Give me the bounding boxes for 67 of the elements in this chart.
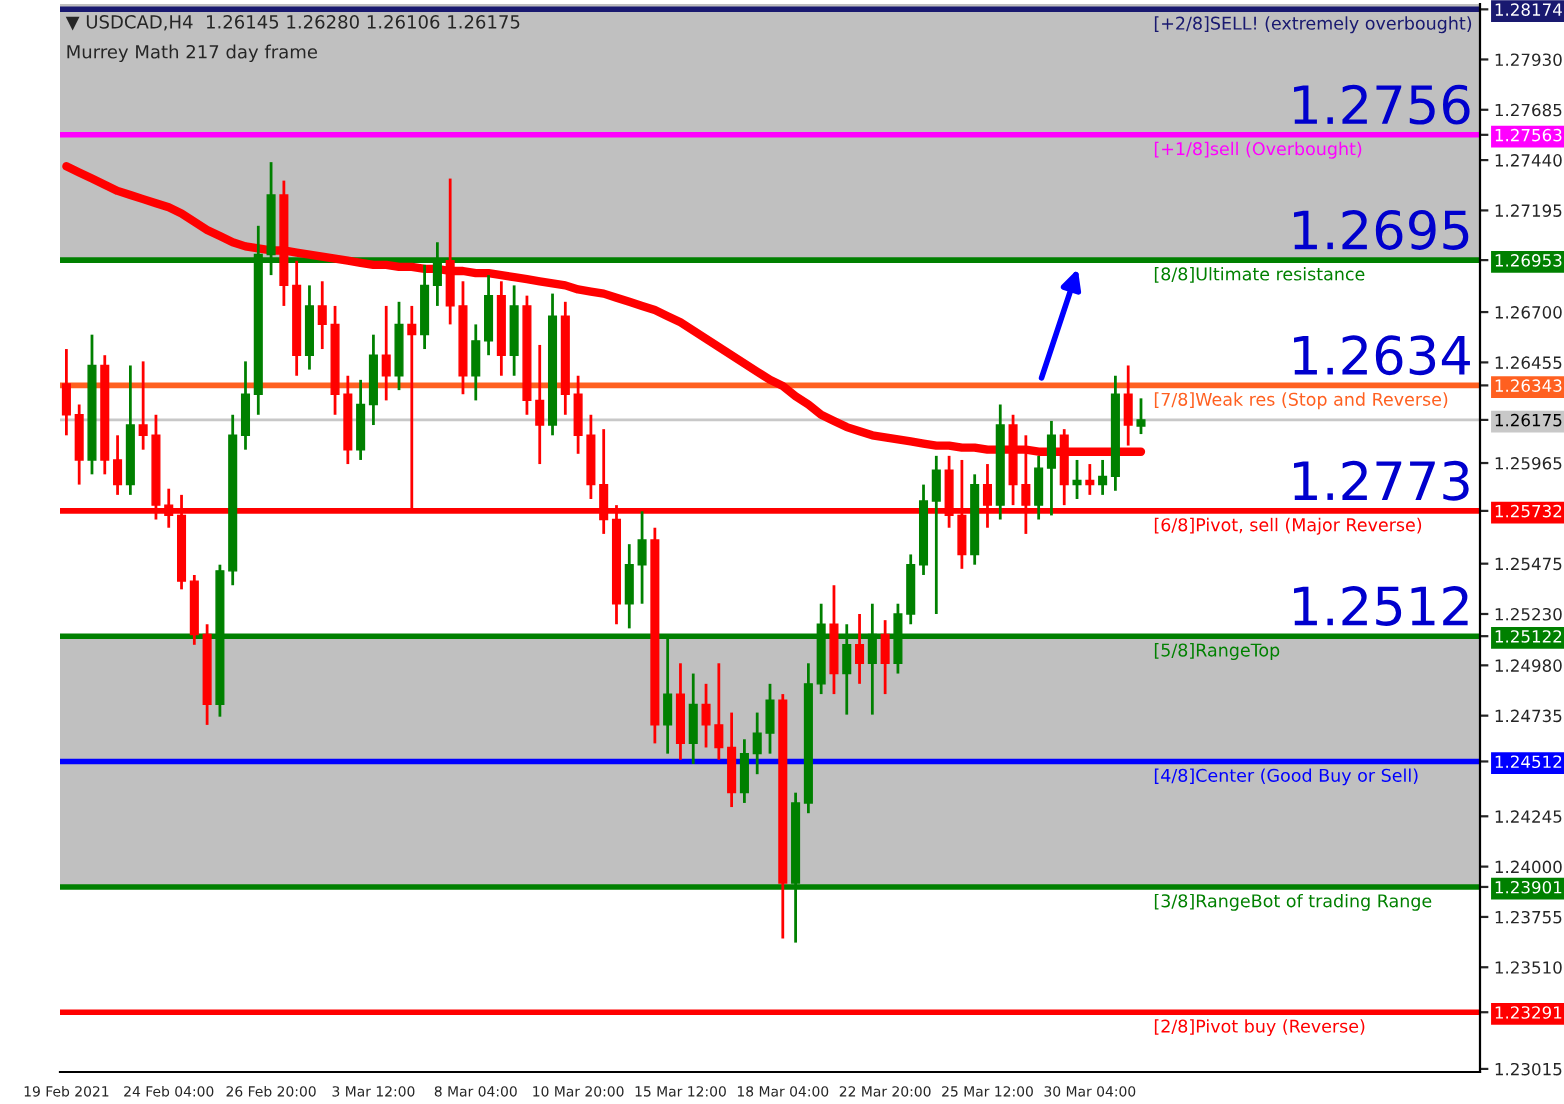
y-tick-label: 1.23510	[1495, 961, 1562, 974]
text: ▼ USDCAD,H4 1.26145 1.26280 1.26106 1.26175	[65, 15, 520, 31]
y-tick-label: 1.24512	[1495, 755, 1562, 769]
candlestick	[1046, 419, 1056, 517]
y-tick-label: 1.25122	[1495, 630, 1562, 643]
candlestick	[535, 343, 545, 466]
y-tick-label: 1.27685	[1495, 103, 1562, 117]
y-tick-label: 1.26455	[1495, 356, 1562, 369]
y-tick-label: 1.24000	[1495, 860, 1562, 874]
y-tick-label: 1.23015	[1495, 1062, 1562, 1076]
annotation: 1.2512	[1294, 586, 1468, 626]
candlestick	[240, 359, 251, 452]
candlestick	[1085, 462, 1095, 497]
y-tick-label: 1.27195	[1495, 204, 1562, 217]
ref-line-label: [4/8]Center (Good Buy or Sell)	[1154, 768, 1418, 786]
y-tick-label: 1.23755	[1495, 910, 1562, 924]
candlestick	[624, 542, 634, 630]
ref-line-label: [+2/8]SELL! (extremely overbought)	[1154, 16, 1472, 34]
text: Murrey Math 217 day frame	[67, 44, 317, 63]
y-tick-label: 1.24980	[1495, 659, 1562, 672]
annotation: 1.2634	[1294, 335, 1470, 376]
y-tick-label: 1.26343	[1495, 379, 1562, 392]
candlestick	[1034, 454, 1044, 521]
ref-line-label: [8/8]Ultimate resistance	[1154, 267, 1365, 283]
candlestick	[1123, 364, 1133, 447]
y-tick-label: 1.26175	[1495, 413, 1562, 427]
y-tick-label: 1.27930	[1495, 53, 1562, 67]
candlestick	[739, 737, 749, 805]
ref-line-label: [2/8]Pivot buy (Reverse)	[1154, 1019, 1365, 1037]
annotation: 1.2773	[1294, 460, 1469, 501]
candlestick	[727, 711, 737, 809]
annotation: 1.2756	[1294, 84, 1470, 125]
y-tick-label: 1.23291	[1495, 1006, 1562, 1019]
annotation: 1.2695	[1294, 209, 1469, 250]
candlestick	[931, 454, 941, 616]
y-tick-label: 1.27563	[1495, 128, 1562, 142]
candlestick	[471, 323, 481, 402]
candlestick	[61, 347, 71, 437]
candlestick	[637, 509, 647, 606]
y-tick-label: 1.26953	[1495, 254, 1562, 267]
ref-line-label: [3/8]RangeBot of trading Range	[1154, 893, 1432, 911]
candlestick	[113, 433, 123, 497]
candlestick	[1136, 396, 1146, 436]
y-tick-label: 1.28174	[1495, 3, 1562, 16]
candlestick	[381, 304, 391, 402]
ref-line-label: [+1/8]sell (Overbought)	[1154, 141, 1362, 159]
candlestick	[317, 279, 327, 351]
y-tick-label: 1.26700	[1495, 306, 1562, 319]
ref-line-label: [7/8]Weak res (Stop and Reverse)	[1154, 392, 1448, 410]
ref-line-label: [5/8]RangeTop	[1154, 643, 1280, 661]
y-tick-label: 1.27440	[1495, 154, 1562, 167]
candlestick	[74, 403, 84, 486]
candlestick	[855, 612, 865, 686]
candlestick	[484, 273, 494, 357]
candlestick	[880, 618, 890, 696]
candlestick	[356, 378, 366, 462]
ref-line-label: [6/8]Pivot, sell (Major Reverse)	[1154, 517, 1422, 535]
y-tick-label: 1.23901	[1495, 880, 1562, 894]
y-tick-label: 1.24735	[1495, 709, 1562, 723]
y-tick-label: 1.25965	[1495, 457, 1562, 470]
candlestick	[1072, 458, 1082, 501]
candlestick	[688, 672, 698, 766]
y-tick-label: 1.24245	[1495, 810, 1562, 823]
candlestick	[1098, 458, 1108, 497]
y-tick-label: 1.25475	[1495, 557, 1562, 571]
y-tick-label: 1.25732	[1495, 504, 1562, 518]
y-tick-label: 1.25230	[1495, 607, 1562, 621]
